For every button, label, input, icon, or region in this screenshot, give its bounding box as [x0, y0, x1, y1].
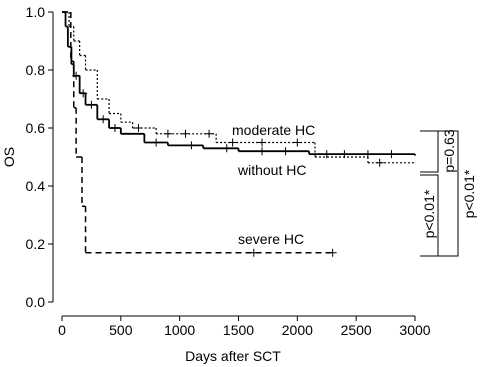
- censor-mark: [228, 138, 237, 147]
- censor-mark: [110, 124, 119, 132]
- x-tick-label: 3000: [399, 322, 430, 338]
- curve-label: moderate HC: [232, 122, 315, 138]
- censor-mark: [99, 115, 108, 124]
- censor-mark: [375, 158, 384, 167]
- y-tick-label: 0.0: [26, 294, 46, 310]
- x-tick-label: 2500: [341, 322, 372, 338]
- censor-mark: [222, 144, 231, 153]
- censor-mark: [152, 138, 161, 147]
- censor-mark: [258, 147, 267, 156]
- censor-mark: [87, 100, 96, 109]
- censor-mark: [163, 129, 172, 138]
- curve-label: severe HC: [238, 231, 304, 247]
- x-tick-label: 1000: [164, 322, 195, 338]
- censor-mark: [258, 138, 267, 147]
- x-tick-label: 2000: [282, 322, 313, 338]
- censor-mark: [322, 150, 331, 159]
- p-value: p<0.01*: [461, 169, 477, 218]
- y-tick-label: 0.8: [26, 62, 46, 78]
- censor-mark: [328, 248, 337, 257]
- x-tick-label: 1500: [223, 322, 254, 338]
- censor-mark: [249, 248, 258, 257]
- censor-mark: [387, 150, 396, 159]
- y-tick-label: 0.6: [26, 120, 46, 136]
- x-tick-label: 500: [109, 322, 133, 338]
- censor-mark: [205, 129, 214, 138]
- x-tick-label: 0: [58, 322, 66, 338]
- y-tick-label: 1.0: [26, 4, 46, 20]
- y-axis-title: OS: [1, 147, 17, 167]
- bracket: [420, 130, 459, 257]
- censor-mark: [79, 89, 88, 98]
- x-axis-title: Days after SCT: [185, 348, 281, 364]
- censor-mark: [181, 129, 190, 138]
- y-tick-label: 0.2: [26, 236, 46, 252]
- y-tick-label: 0.4: [26, 178, 46, 194]
- curve-label: without HC: [237, 162, 306, 178]
- censor-mark: [293, 138, 302, 147]
- bracket: [420, 130, 439, 173]
- censor-mark: [187, 141, 196, 150]
- p-value: p<0.01*: [421, 189, 437, 238]
- p-value: p=0.63: [441, 129, 457, 172]
- censor-mark: [281, 147, 290, 156]
- censor-mark: [134, 124, 143, 132]
